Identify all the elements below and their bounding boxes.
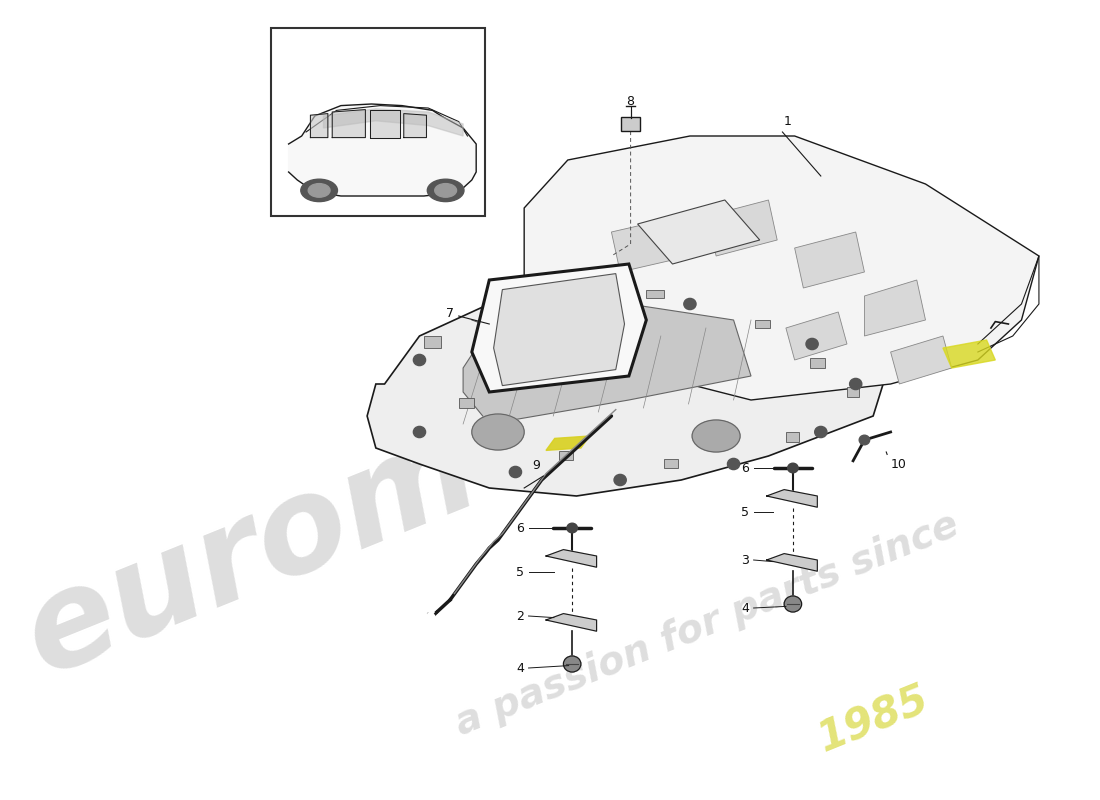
Text: 9: 9 [532,459,540,472]
Polygon shape [785,312,847,360]
Polygon shape [494,274,625,386]
Polygon shape [891,336,952,384]
Polygon shape [663,459,678,468]
Circle shape [806,338,818,350]
Polygon shape [472,264,647,392]
Circle shape [859,435,870,445]
Circle shape [414,354,426,366]
Text: 5: 5 [516,566,525,578]
Polygon shape [785,432,799,442]
Polygon shape [794,232,865,288]
Polygon shape [707,200,778,256]
Text: 6: 6 [741,462,749,474]
Polygon shape [370,110,400,138]
Polygon shape [525,136,1038,400]
Polygon shape [767,554,817,571]
Polygon shape [865,280,925,336]
Ellipse shape [692,420,740,452]
Bar [272,28,485,216]
Text: 6: 6 [516,522,525,534]
Polygon shape [647,290,663,298]
Circle shape [414,426,426,438]
Polygon shape [756,320,770,328]
Text: 3: 3 [741,554,749,566]
Polygon shape [559,451,573,460]
Polygon shape [367,280,891,496]
Circle shape [727,458,739,470]
Circle shape [815,426,827,438]
Polygon shape [525,296,541,306]
Ellipse shape [425,614,436,622]
Polygon shape [546,436,590,450]
Polygon shape [459,398,474,408]
Text: 5: 5 [741,506,749,518]
Polygon shape [332,110,365,138]
Ellipse shape [434,184,456,197]
Text: 2: 2 [516,610,525,622]
Polygon shape [404,114,427,138]
Text: 1: 1 [784,115,792,128]
Text: euromotores: euromotores [6,226,938,702]
Text: a passion for parts since: a passion for parts since [450,506,965,742]
Polygon shape [943,340,996,368]
Ellipse shape [300,179,338,202]
Circle shape [563,656,581,672]
Ellipse shape [308,184,330,197]
Circle shape [509,466,521,478]
Polygon shape [323,109,463,136]
Text: 1985: 1985 [812,679,935,761]
Polygon shape [288,104,476,196]
Text: 8: 8 [627,95,635,108]
FancyBboxPatch shape [621,117,640,131]
Polygon shape [811,358,825,368]
Polygon shape [310,114,328,138]
Polygon shape [463,304,751,424]
Polygon shape [546,614,596,631]
Text: 10: 10 [891,458,906,470]
Circle shape [784,596,802,612]
Circle shape [566,523,578,533]
Circle shape [788,463,799,473]
Circle shape [849,378,861,390]
Polygon shape [767,490,817,507]
Text: 4: 4 [516,662,525,674]
Polygon shape [546,550,596,567]
Circle shape [614,474,626,486]
Text: 4: 4 [741,602,749,614]
Polygon shape [612,216,690,272]
Text: 7: 7 [447,307,454,320]
Polygon shape [638,200,760,264]
Circle shape [684,298,696,310]
Circle shape [544,314,557,326]
Polygon shape [847,387,859,397]
Polygon shape [424,336,441,348]
Ellipse shape [472,414,525,450]
Ellipse shape [427,179,464,202]
